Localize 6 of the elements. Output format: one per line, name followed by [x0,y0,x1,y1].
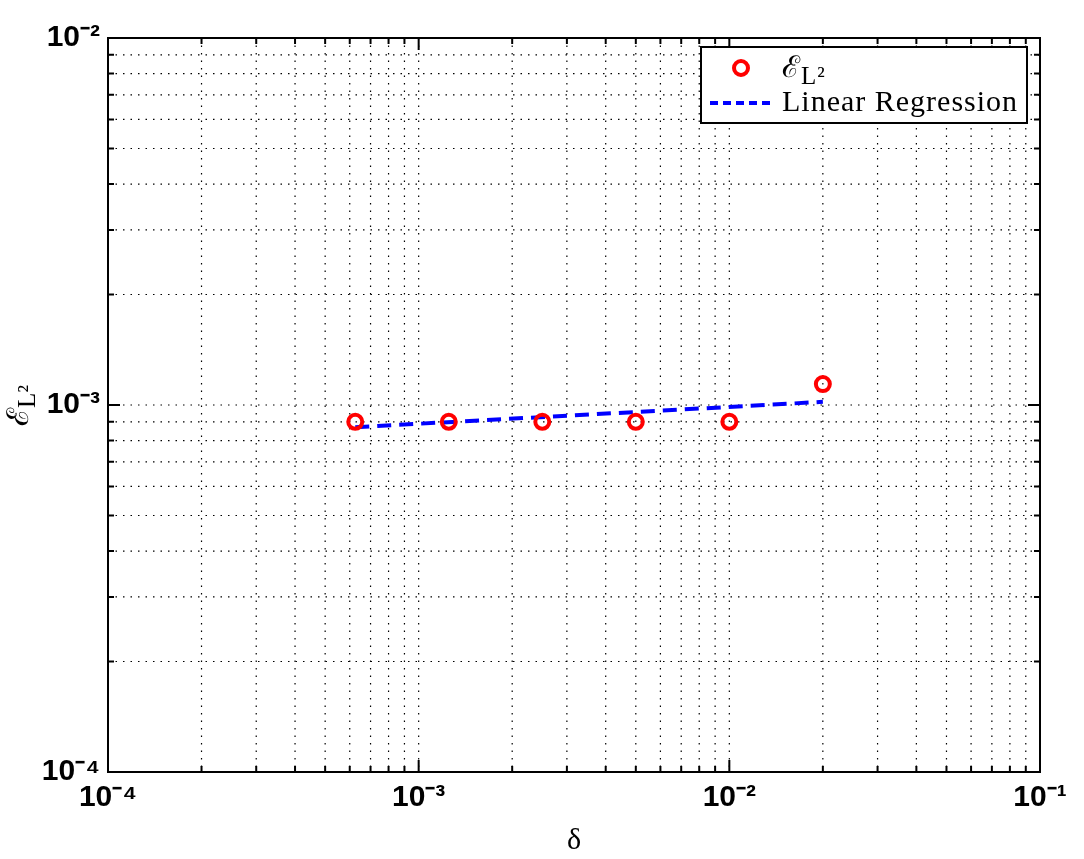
y-tick-label: 10⁻² [46,19,101,53]
x-tick-label: 10⁻³ [391,779,446,813]
x-axis-title: δ [567,822,582,856]
x-tick-label: 10⁻² [702,779,757,813]
y-tick-label: 10⁻³ [46,386,101,420]
x-tick-label: 10⁻¹ [1013,779,1067,813]
